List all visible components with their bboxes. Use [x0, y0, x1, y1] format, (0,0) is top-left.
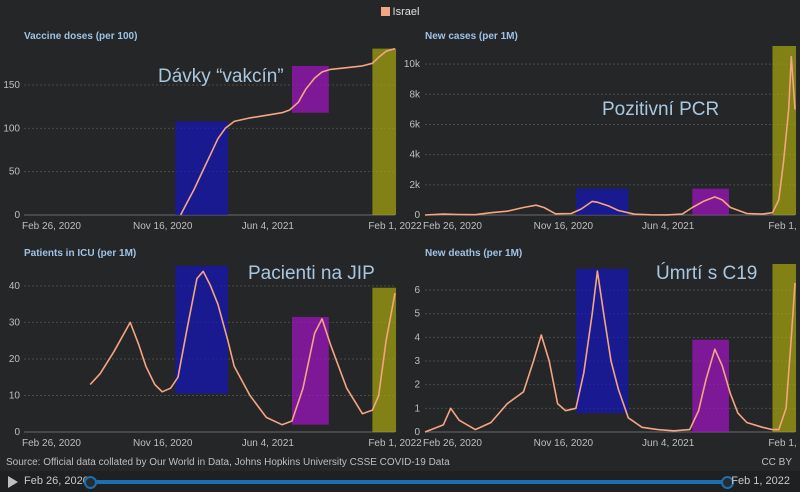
series-line-israel — [424, 270, 796, 433]
chart-panel-2: New cases (per 1M) 0 2k 4k 6k 8k 10k Feb 26, 20… — [404, 31, 800, 232]
timeline-end-handle[interactable] — [721, 476, 734, 489]
y-tick-label: 2 — [414, 380, 420, 391]
y-tick-label: 150 — [3, 80, 20, 91]
chart-title: Patients in ICU (per 1M) — [24, 248, 136, 259]
timeline-end-label: Feb 1, 2022 — [731, 475, 790, 487]
y-tick-label: 10k — [404, 59, 421, 70]
y-tick-label: 100 — [3, 123, 20, 134]
wave-highlight-blue — [175, 265, 228, 394]
y-tick-label: 4 — [414, 332, 420, 343]
legend-label-israel: Israel — [392, 6, 420, 18]
x-tick-label: Nov 16, 2020 — [133, 221, 193, 232]
chart-panel-1: Vaccine doses (per 100) 0 50 100 150 Feb 26, … — [3, 31, 422, 232]
x-tick-label: Feb 26, 2020 — [423, 438, 482, 449]
x-tick-label: Feb 26, 2020 — [22, 438, 81, 449]
chart-annotation: Dávky “vakcín” — [158, 66, 284, 87]
chart-annotation: Úmrtí s C19 — [656, 262, 757, 284]
timeline-track[interactable] — [92, 480, 726, 484]
timeline-start-label: Feb 26, 2020 — [24, 475, 89, 487]
play-icon[interactable] — [8, 476, 18, 488]
chart-panel-4: New deaths (per 1M) 0 1 2 3 4 5 6 Feb 26, 2020 No… — [414, 248, 800, 449]
x-tick-label: Feb 1, 2022 — [768, 221, 800, 232]
y-tick-label: 6 — [414, 285, 420, 296]
timeline-start-handle[interactable] — [84, 476, 97, 489]
y-tick-label: 3 — [414, 356, 420, 367]
series-line-israel — [89, 270, 396, 426]
license-label: CC BY — [761, 457, 792, 468]
y-tick-label: 0 — [414, 427, 420, 438]
x-tick-label: Feb 1, 2022 — [768, 438, 800, 449]
series-line-israel — [424, 55, 796, 216]
x-tick-label: Jun 4, 2021 — [242, 438, 295, 449]
x-tick-label: Jun 4, 2021 — [642, 221, 695, 232]
chart-annotation: Pacienti na JIP — [248, 263, 375, 284]
y-tick-label: 0 — [14, 210, 20, 221]
chart-legend[interactable]: Israel — [0, 6, 800, 18]
y-tick-label: 0 — [14, 427, 20, 438]
wave-highlight-magenta — [292, 65, 329, 113]
x-tick-label: Jun 4, 2021 — [242, 221, 295, 232]
y-tick-label: 0 — [414, 210, 420, 221]
x-tick-label: Nov 16, 2020 — [133, 438, 193, 449]
y-tick-label: 8k — [409, 89, 421, 100]
x-tick-label: Nov 16, 2020 — [534, 221, 594, 232]
x-tick-label: Feb 26, 2020 — [22, 221, 81, 232]
x-tick-label: Jun 4, 2021 — [642, 438, 695, 449]
y-tick-label: 2k — [409, 180, 421, 191]
chart-annotation: Pozitivní PCR — [602, 99, 719, 120]
x-tick-label: Nov 16, 2020 — [534, 438, 594, 449]
y-tick-label: 1 — [414, 403, 420, 414]
timeline-bar: Feb 26, 2020 Feb 1, 2022 — [0, 471, 800, 492]
wave-highlight-magenta — [692, 339, 729, 432]
y-tick-label: 6k — [409, 119, 421, 130]
chart-title: New cases (per 1M) — [425, 31, 518, 42]
chart-title: New deaths (per 1M) — [425, 248, 522, 259]
x-tick-label: Feb 1, 2022 — [368, 438, 422, 449]
y-tick-label: 50 — [9, 167, 21, 178]
y-tick-label: 10 — [9, 390, 21, 401]
wave-highlight-olive — [372, 48, 397, 215]
chart-title: Vaccine doses (per 100) — [24, 31, 137, 42]
source-note: Source: Official data collated by Our Wo… — [6, 457, 450, 468]
x-tick-label: Feb 26, 2020 — [423, 221, 482, 232]
x-tick-label: Feb 1, 2022 — [368, 221, 422, 232]
series-line-israel — [179, 47, 396, 216]
y-tick-label: 30 — [9, 317, 21, 328]
wave-highlight-magenta — [292, 316, 329, 425]
wave-highlight-blue — [575, 268, 629, 414]
y-tick-label: 5 — [414, 309, 420, 320]
y-tick-label: 4k — [409, 150, 421, 161]
y-tick-label: 40 — [9, 281, 21, 292]
wave-highlight-olive — [772, 264, 797, 432]
y-tick-label: 20 — [9, 354, 21, 365]
legend-swatch — [380, 7, 390, 16]
wave-highlight-magenta — [692, 188, 729, 215]
